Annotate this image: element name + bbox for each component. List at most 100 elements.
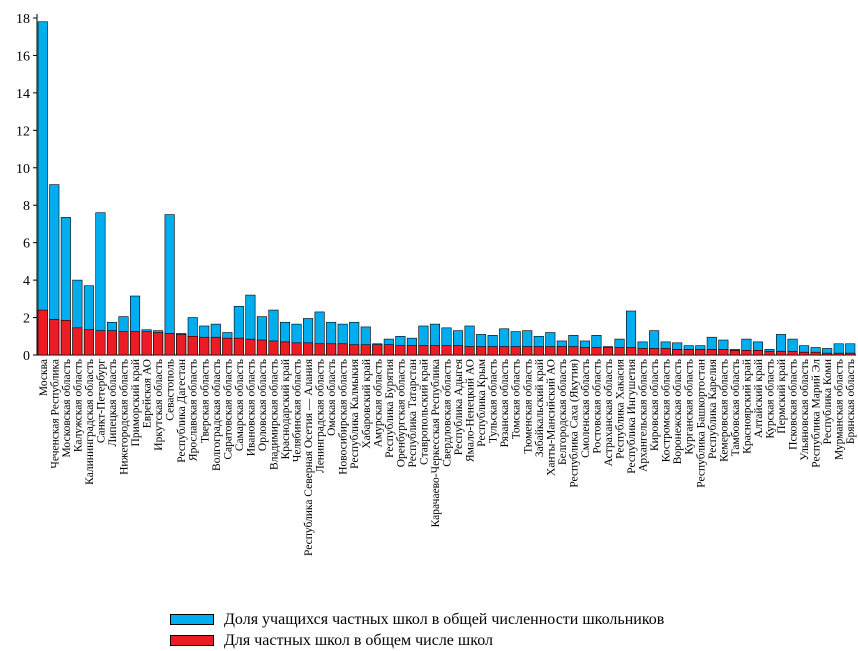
bar-schools-share (533, 346, 544, 356)
bar-schools-share (499, 346, 510, 356)
x-tick-label: Астраханская область (603, 359, 615, 466)
y-tick-label: 6 (23, 237, 30, 252)
y-tick-label: 10 (16, 162, 30, 177)
bar-schools-share (464, 346, 475, 356)
bar-schools-share (141, 331, 152, 356)
bar-schools-share (210, 336, 221, 356)
bar-schools-share (810, 351, 821, 356)
bar-schools-share (775, 350, 787, 356)
bar-schools-share (579, 347, 590, 356)
bar-schools-share (764, 350, 775, 356)
x-tick-label: Санкт-Петербург (95, 359, 107, 443)
bar-schools-share (799, 351, 810, 356)
bar-schools-share (95, 330, 106, 356)
bar-schools-share (199, 336, 210, 356)
x-tick-label: Республика Саха (Якутия) (568, 359, 580, 488)
bar-schools-share (845, 352, 856, 356)
bar-schools-share (649, 348, 660, 356)
bar-schools-share (418, 345, 429, 356)
bar-schools-share (718, 349, 729, 356)
bars-group (37, 21, 856, 356)
x-tick-label: Калининградская область (84, 359, 96, 485)
bar-schools-share (314, 343, 325, 356)
y-tick-label: 14 (16, 87, 30, 102)
x-tick-label: Белгородская область (557, 359, 569, 465)
bar-schools-share (256, 339, 267, 356)
bar-schools-share (268, 340, 279, 356)
bar-schools-share (383, 344, 394, 356)
x-tick-label: Калужская область (72, 359, 84, 452)
x-tick-label: Смоленская область (580, 359, 592, 458)
x-tick-label: Тульская область (488, 359, 500, 443)
bar-schools-share (626, 347, 637, 356)
x-tick-label: Омская область (326, 359, 338, 436)
x-tick-label: Свердловская область (442, 359, 454, 467)
x-tick-label: Республика Хакасия (615, 358, 627, 459)
x-tick-label: Кемеровская область (718, 359, 730, 462)
bar-schools-share (222, 337, 233, 356)
x-tick-label: Республика Бурятия (384, 358, 396, 458)
y-axis: 0 2 4 6 8 10 12 14 16 18 (16, 12, 856, 364)
bar-schools-share (660, 348, 671, 356)
x-tick-label: Владимирская область (268, 359, 280, 470)
bar-schools-share (752, 350, 763, 356)
x-tick-label: Республика Адыгея (453, 358, 465, 455)
x-tick-label: Алтайский край (753, 359, 765, 438)
bar-schools-share (153, 332, 164, 356)
bar-schools-share (60, 320, 71, 356)
bar-schools-share (326, 343, 337, 356)
bar-schools-share (453, 345, 464, 356)
bar-schools-share (406, 345, 417, 356)
x-tick-label: Московская область (61, 359, 73, 458)
x-tick-label: Новосибирская область (338, 359, 350, 475)
bar-schools-share (833, 352, 844, 356)
bar-schools-share (372, 344, 383, 356)
bar-schools-share (429, 345, 440, 356)
x-tick-label: Липецкая область (107, 359, 119, 447)
legend-swatch-students (170, 614, 214, 625)
y-tick-label: 2 (23, 312, 30, 327)
x-tick-label: Краснодарский край (280, 359, 292, 459)
bar-schools-share (510, 346, 521, 356)
bar-schools-share (568, 346, 579, 356)
x-tick-label: Красноярский край (741, 359, 753, 454)
x-tick-label: Республика Калмыкия (349, 358, 361, 469)
x-tick-label: Саратовская область (222, 359, 234, 460)
x-tick-label: Тюменская область (522, 359, 534, 454)
x-tick-label: Архангельская область (638, 359, 650, 472)
legend-label-schools: Для частных школ в общем числе школ (224, 631, 493, 649)
x-tick-label: Оренбургская область (395, 359, 407, 467)
legend-label-students: Доля учащихся частных школ в общей числе… (224, 610, 665, 628)
x-tick-label: Курганская область (684, 359, 696, 455)
bar-schools-share (787, 350, 798, 356)
bar-schools-share (130, 331, 141, 356)
x-tick-label: Республика Коми (822, 359, 834, 444)
x-tick-label: Ярославская область (188, 359, 200, 461)
y-tick-label: 8 (23, 199, 30, 214)
bar-schools-share (556, 346, 567, 356)
x-tick-label: Республика Башкортостан (695, 359, 707, 488)
legend-swatch-schools (170, 635, 214, 646)
y-tick-label: 16 (16, 49, 30, 64)
x-tick-label: Волгоградская область (211, 359, 223, 471)
x-tick-label: Республика Ингушетия (626, 358, 638, 473)
x-tick-label: Орловская область (257, 359, 269, 451)
legend-item-students: Доля учащихся частных школ в общей числе… (170, 609, 664, 630)
bar-schools-share (360, 344, 371, 356)
bar-schools-share (441, 345, 452, 356)
bar-schools-share (37, 309, 48, 356)
x-tick-label: Курская область (764, 359, 776, 439)
x-tick-label: Воронежская область (672, 359, 684, 464)
bar-schools-share (83, 329, 94, 356)
bar-schools-share (337, 343, 348, 356)
bar-schools-share (741, 350, 752, 356)
y-tick-label: 4 (23, 274, 30, 289)
x-tick-label: Тверская область (199, 359, 211, 443)
bar-schools-share (176, 334, 187, 356)
x-axis-labels: Москва Чеченская Республика Московская обл… (38, 358, 857, 556)
x-tick-label: Республика Северная Осетия — Алания (303, 358, 315, 556)
x-tick-label: Иркутская область (153, 359, 165, 451)
bar-schools-share (49, 319, 60, 356)
y-tick-label: 18 (16, 12, 30, 27)
x-tick-label: Ставропольский край (418, 359, 430, 465)
